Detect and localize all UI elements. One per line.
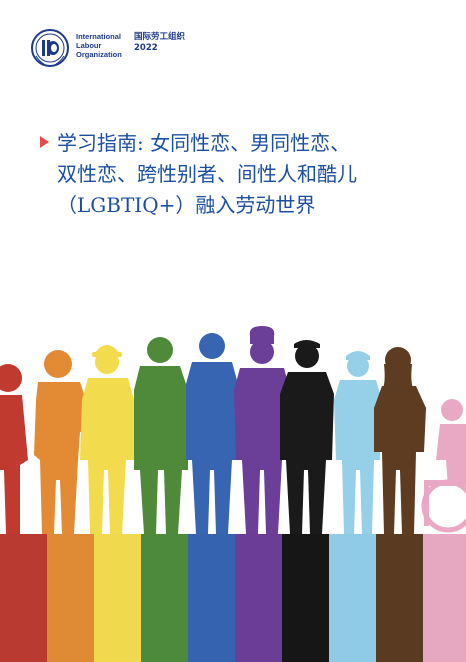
org-name-en-line-2: Labour [76, 41, 102, 50]
office-worker-icon [186, 333, 238, 534]
worker-carrying-box-icon [34, 350, 106, 534]
police-officer-icon [280, 340, 334, 534]
org-name-zh-label: 国际劳工组织 [134, 32, 186, 42]
title-line-1: 学习指南: 女同性恋、男同性恋、 [57, 131, 351, 155]
org-name-en-line-1: International [76, 32, 122, 41]
org-name-en-line-3: Organization [76, 50, 122, 59]
stripe-orange [47, 534, 94, 662]
title-bullet-icon [40, 136, 49, 148]
stripe-red [0, 534, 47, 662]
stripe-light-blue [329, 534, 376, 662]
publication-year: 2022 [134, 43, 158, 53]
construction-worker-helmet-icon [80, 345, 134, 534]
org-name-zh: 国际劳工组织 2022 [134, 32, 185, 54]
header: International Labour Organization 国际劳工组织… [30, 28, 330, 68]
nurse-cap-icon [334, 351, 382, 534]
org-name-en: International Labour Organization [76, 32, 122, 59]
chef-icon [234, 326, 290, 534]
stripe-yellow [94, 534, 141, 662]
stripe-pink [423, 534, 466, 662]
ilo-logo-icon [31, 29, 69, 67]
stripe-black [282, 534, 329, 662]
worker-woman-icon [0, 364, 28, 534]
workers-illustration [0, 326, 466, 662]
worker-apron-icon [134, 337, 188, 534]
stripe-brown [376, 534, 423, 662]
stripe-blue [188, 534, 235, 662]
worker-long-hair-icon [374, 347, 426, 534]
wheelchair-user-icon [421, 399, 466, 533]
stripe-green [141, 534, 188, 662]
title-line-2: 双性恋、跨性别者、间性人和酷儿 [57, 162, 357, 186]
stripe-purple [235, 534, 282, 662]
rainbow-stripes [0, 534, 466, 662]
title-line-3: （LGBTIQ+）融入劳动世界 [57, 193, 316, 217]
